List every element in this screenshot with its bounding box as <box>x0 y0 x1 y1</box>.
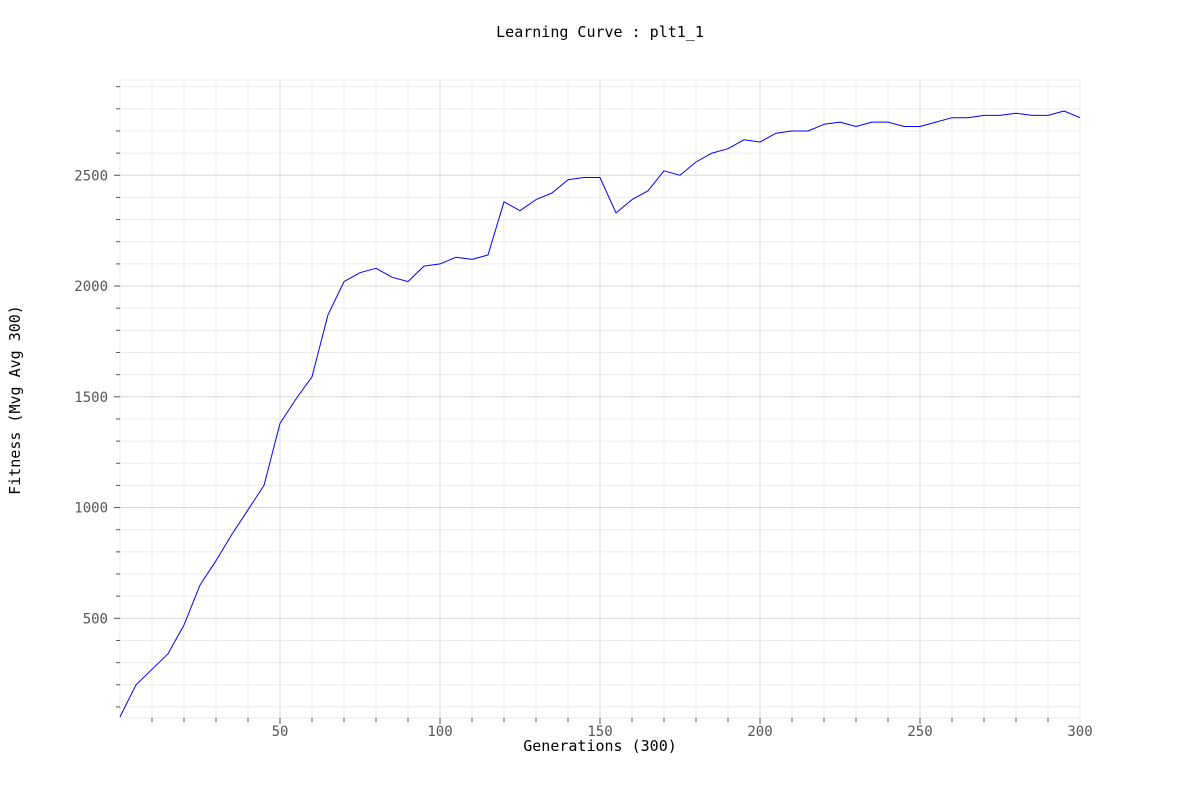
series-layer <box>119 110 1081 718</box>
x-tick-label: 300 <box>1067 724 1092 740</box>
tick-labels: 50 100 150 200 250 300 500 1000 1500 2000 2500 <box>74 168 1092 740</box>
grid <box>120 80 1080 718</box>
y-tick-label: 1000 <box>74 501 108 517</box>
y-tick-label: 1500 <box>74 390 108 406</box>
x-tick-label: 50 <box>272 724 289 740</box>
x-tick-label: 100 <box>427 724 452 740</box>
fitness-series-line <box>119 110 1081 718</box>
y-tick-label: 2500 <box>74 168 108 184</box>
x-tick-label: 200 <box>747 724 772 740</box>
y-tick-label: 2000 <box>74 279 108 295</box>
x-axis-label: Generations (300) <box>523 737 677 755</box>
axes <box>114 86 1049 724</box>
y-axis-label: Fitness (Mvg Avg 300) <box>6 305 24 495</box>
x-tick-label: 150 <box>587 724 612 740</box>
y-tick-label: 500 <box>83 611 108 627</box>
x-tick-label: 250 <box>907 724 932 740</box>
chart-title: Learning Curve : plt1_1 <box>496 23 704 41</box>
